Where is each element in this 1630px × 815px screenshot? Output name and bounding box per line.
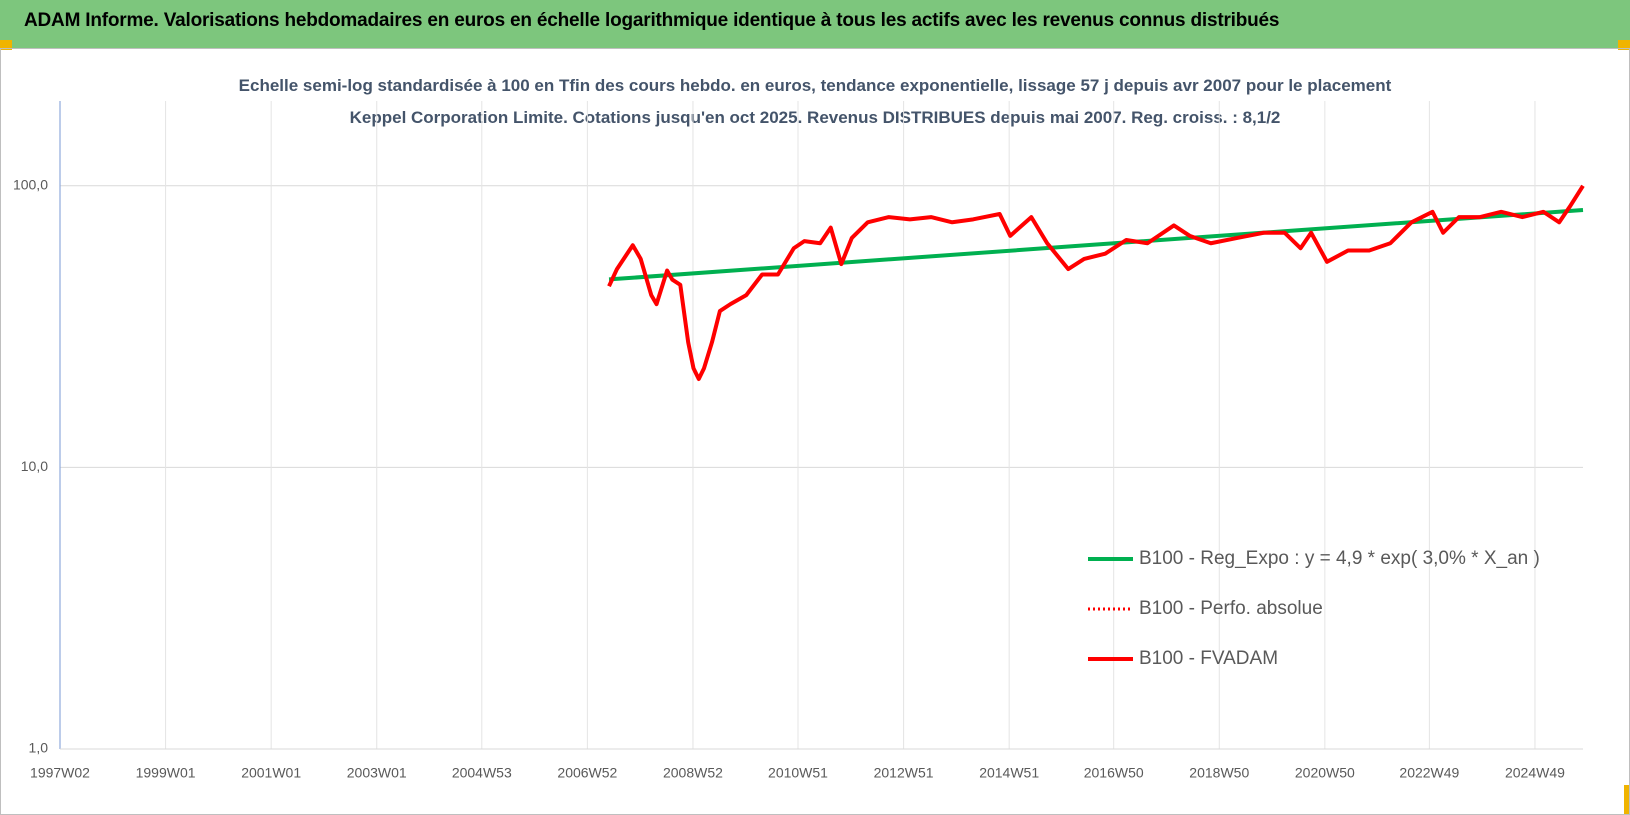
y-tick-label: 1,0 (29, 740, 49, 756)
chart-subtitle: Echelle semi-log standardisée à 100 en T… (238, 76, 1392, 127)
x-tick-label: 2003W01 (347, 765, 407, 781)
x-tick-label: 1997W02 (30, 765, 90, 781)
legend-entry: B100 - Perfo. absolue (1139, 598, 1323, 619)
y-tick-label: 10,0 (21, 458, 48, 474)
corner-marker (1624, 785, 1630, 815)
series-line (607, 184, 1585, 381)
x-tick-label: 2010W51 (768, 765, 828, 781)
x-tick-label: 2018W50 (1189, 765, 1249, 781)
x-tick-label: 2016W50 (1084, 765, 1144, 781)
series-line (608, 208, 1584, 282)
x-tick-label: 2008W52 (663, 765, 723, 781)
x-tick-label: 2012W51 (874, 765, 934, 781)
corner-marker (0, 40, 12, 50)
x-tick-label: 2022W49 (1399, 765, 1459, 781)
header-bar: ADAM Informe. Valorisations hebdomadaire… (0, 0, 1630, 48)
x-tick-label: 1999W01 (136, 765, 196, 781)
y-tick-label: 100,0 (13, 176, 48, 192)
corner-marker (1618, 40, 1630, 50)
chart-title: ADAM Informe. Valorisations hebdomadaire… (24, 10, 1280, 31)
x-tick-label: 2014W51 (979, 765, 1039, 781)
x-tick-label: 2020W50 (1295, 765, 1355, 781)
x-tick-label: 2004W53 (452, 765, 512, 781)
x-tick-label: 2006W52 (557, 765, 617, 781)
x-tick-label: 2024W49 (1505, 765, 1565, 781)
x-tick-label: 2001W01 (241, 765, 301, 781)
legend-entry: B100 - FVADAM (1139, 648, 1278, 669)
legend-entry: B100 - Reg_Expo : y = 4,9 * exp( 3,0% * … (1139, 548, 1540, 569)
